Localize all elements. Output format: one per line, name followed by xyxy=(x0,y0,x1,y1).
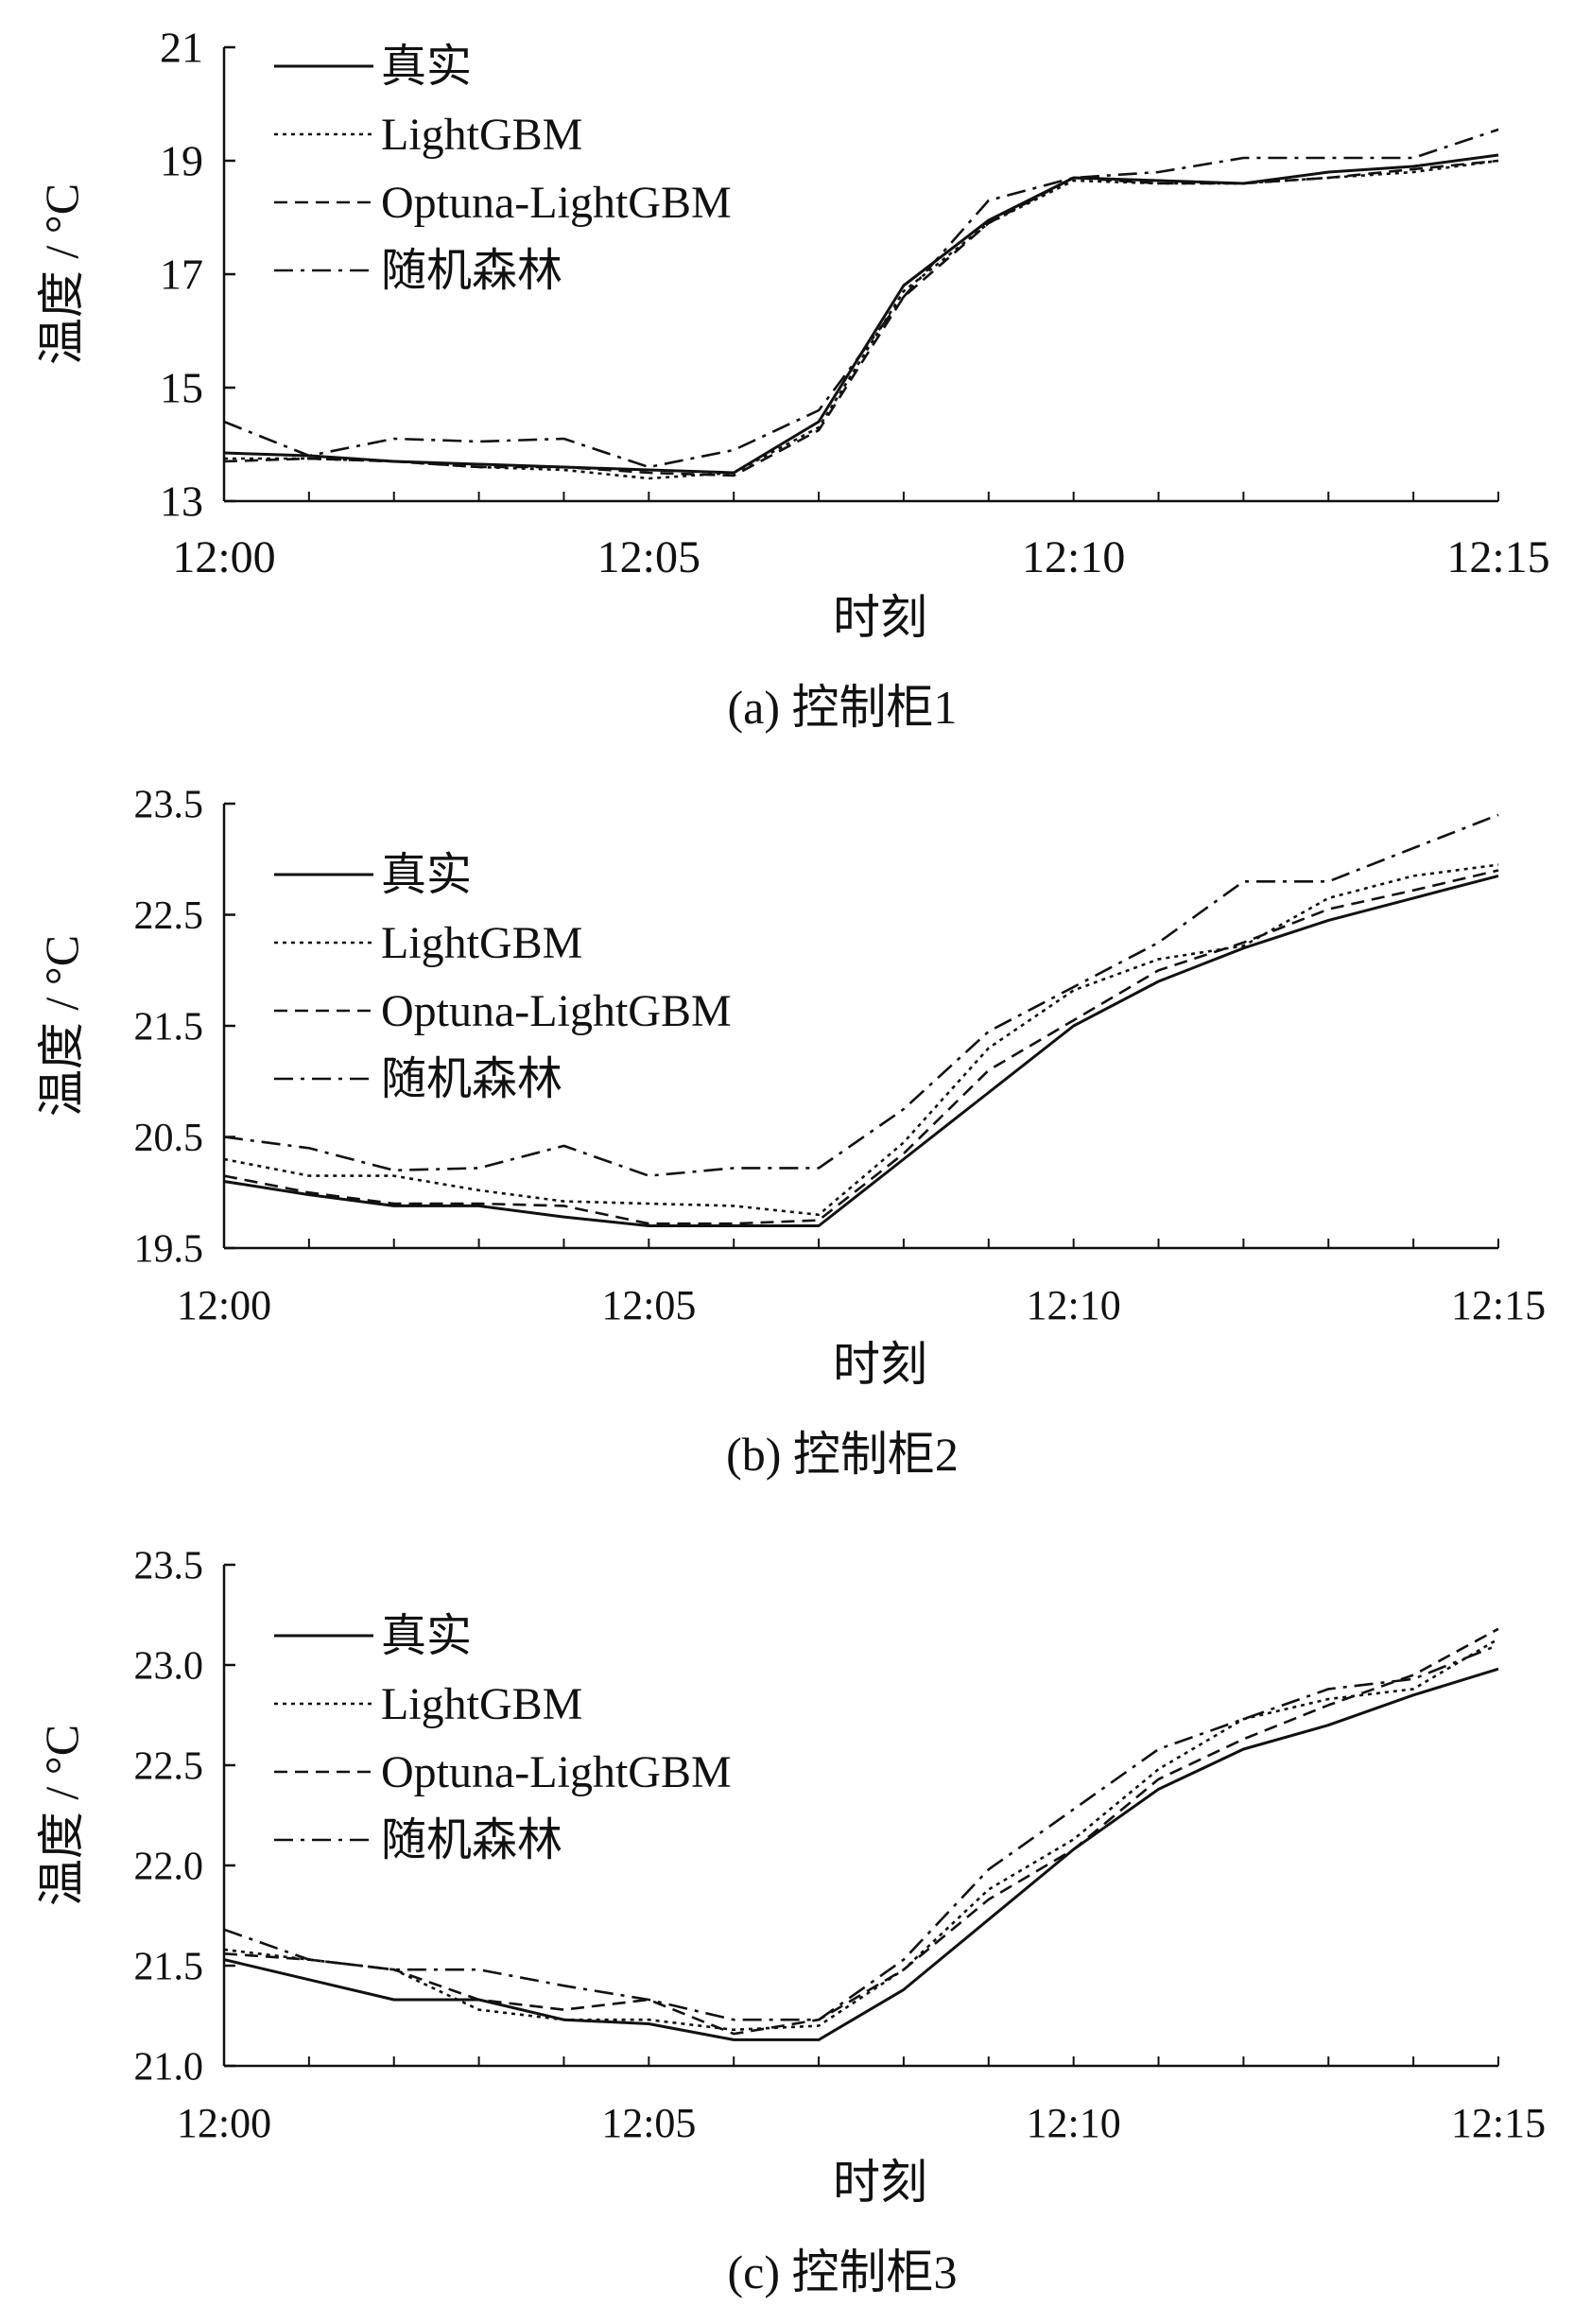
series-line-2 xyxy=(223,863,1499,1217)
y-tick-label: 20.5 xyxy=(134,1117,204,1160)
y-tick-label: 17 xyxy=(160,251,203,299)
legend: 真实 LightGBM Optuna-LightGBM 随机森林 xyxy=(274,850,732,1104)
y-tick-label: 19.5 xyxy=(134,1227,204,1271)
x-tick-label: 12:10 xyxy=(1027,2100,1121,2146)
legend-label: 随机森林 xyxy=(381,1815,562,1865)
y-axis-label: 温度 / °C xyxy=(35,183,88,365)
legend: 真实 LightGBM Optuna-LightGBM 随机森林 xyxy=(274,1611,732,1865)
legend-label: LightGBM xyxy=(381,1679,582,1729)
series-line-4 xyxy=(223,1643,1499,2021)
chart-panel-1: 13 15 17 19 21 12:00 12:05 12:10 12:15 时刻 温度 / °C (… xyxy=(35,24,1550,734)
x-axis-label: 时刻 xyxy=(833,2156,927,2209)
x-tick-label: 12:05 xyxy=(601,2100,696,2146)
legend-label: 真实 xyxy=(381,850,472,900)
series-line-3 xyxy=(223,869,1499,1225)
legend-label: Optuna-LightGBM xyxy=(381,986,732,1036)
series-line-4 xyxy=(223,813,1499,1177)
series-line-3 xyxy=(223,159,1499,477)
y-tick-label: 13 xyxy=(160,477,203,526)
x-tick-label: 12:15 xyxy=(1451,2100,1546,2146)
y-axis-label: 温度 / °C xyxy=(35,1725,88,1906)
y-tick-label: 22.5 xyxy=(134,1744,204,1788)
legend-label: Optuna-LightGBM xyxy=(381,178,732,228)
legend-label: 真实 xyxy=(381,42,472,92)
legend-label: Optuna-LightGBM xyxy=(381,1747,732,1797)
y-tick-label: 22.5 xyxy=(134,894,204,938)
legend-label: 真实 xyxy=(381,1611,472,1661)
x-tick-label: 12:05 xyxy=(597,532,700,582)
x-axis-label: 时刻 xyxy=(833,1338,927,1391)
x-axis-label: 时刻 xyxy=(833,591,927,644)
x-tick-label: 12:05 xyxy=(601,1282,696,1328)
x-tick-label: 12:00 xyxy=(177,1282,271,1328)
y-tick-label: 21.5 xyxy=(134,1005,204,1049)
legend-label: 随机森林 xyxy=(381,1054,562,1104)
chart-caption: (c) 控制柜3 xyxy=(728,2246,958,2298)
y-tick-label: 23.5 xyxy=(134,783,204,826)
x-tick-label: 12:10 xyxy=(1027,1282,1121,1328)
y-tick-label: 21.5 xyxy=(134,1945,204,1988)
series-line-1 xyxy=(223,874,1499,1227)
series-line-4 xyxy=(223,128,1499,469)
y-axis-label: 温度 / °C xyxy=(35,935,88,1117)
y-tick-label: 21 xyxy=(160,24,203,72)
x-tick-label: 12:00 xyxy=(172,532,275,582)
x-tick-label: 12:10 xyxy=(1022,532,1125,582)
chart-panel-2: 19.5 20.5 21.5 22.5 23.5 12:00 12:05 12:10 12:15… xyxy=(35,783,1546,1481)
y-tick-label: 23.5 xyxy=(134,1544,204,1587)
chart-caption: (a) 控制柜1 xyxy=(728,681,958,734)
legend-label: LightGBM xyxy=(381,918,582,968)
legend-label: LightGBM xyxy=(381,110,582,160)
x-tick-label: 12:00 xyxy=(177,2100,271,2146)
x-tick-label: 12:15 xyxy=(1451,1282,1546,1328)
series-line-3 xyxy=(223,1627,1499,2036)
chart-panel-3: 21.0 21.5 22.0 22.5 23.0 23.5 12:00 12:05 12:10 1… xyxy=(35,1544,1546,2298)
y-tick-label: 21.0 xyxy=(134,2045,204,2089)
y-tick-label: 15 xyxy=(160,364,203,412)
y-tick-label: 19 xyxy=(160,137,203,185)
x-tick-label: 12:15 xyxy=(1446,532,1549,582)
series-line-1 xyxy=(223,1667,1499,2041)
legend: 真实 LightGBM Optuna-LightGBM 随机森林 xyxy=(274,42,732,296)
series-line-2 xyxy=(223,1638,1499,2032)
legend-label: 随机森林 xyxy=(381,246,562,296)
chart-caption: (b) 控制柜2 xyxy=(726,1428,959,1481)
y-tick-label: 22.0 xyxy=(134,1845,204,1888)
y-tick-label: 23.0 xyxy=(134,1644,204,1688)
